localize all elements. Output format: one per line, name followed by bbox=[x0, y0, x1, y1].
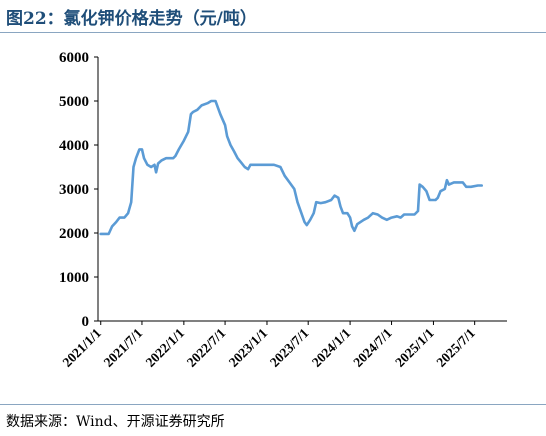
y-tick-label: 1000 bbox=[59, 270, 89, 286]
series-layer bbox=[99, 99, 483, 236]
x-tick-label: 2023/7/1 bbox=[267, 325, 312, 370]
footer-divider bbox=[0, 404, 546, 405]
y-tick-label: 2000 bbox=[59, 226, 89, 242]
x-tick-label: 2023/1/1 bbox=[226, 325, 271, 370]
x-tick-label: 2025/7/1 bbox=[433, 325, 478, 370]
x-tick-label: 2024/7/1 bbox=[350, 325, 395, 370]
figure-title: 图22：氯化钾价格走势（元/吨） bbox=[6, 9, 257, 29]
price-line-chart: 0 1000 2000 3000 4000 5000 6000 2021/1/12021/7… bbox=[59, 50, 507, 370]
y-axis: 0 1000 2000 3000 4000 5000 6000 bbox=[59, 50, 99, 330]
x-tick-label: 2024/1/1 bbox=[309, 325, 354, 370]
y-tick-label: 3000 bbox=[59, 182, 89, 198]
x-tick-label: 2022/7/1 bbox=[184, 325, 229, 370]
title-divider bbox=[0, 32, 546, 33]
series-line bbox=[99, 99, 483, 236]
y-tick-label: 5000 bbox=[59, 94, 89, 110]
x-tick-label: 2021/7/1 bbox=[101, 325, 146, 370]
y-tick-label: 4000 bbox=[59, 138, 89, 154]
x-tick-label: 2025/1/1 bbox=[392, 325, 437, 370]
x-axis: 2021/1/12021/7/12022/1/12022/7/12023/1/1… bbox=[59, 320, 507, 370]
x-tick-label: 2022/1/1 bbox=[143, 325, 188, 370]
y-tick-label: 6000 bbox=[59, 50, 89, 66]
x-tick-label: 2021/1/1 bbox=[59, 325, 104, 370]
source-note: 数据来源：Wind、开源证券研究所 bbox=[6, 414, 225, 430]
y-tick-label: 0 bbox=[82, 314, 90, 330]
